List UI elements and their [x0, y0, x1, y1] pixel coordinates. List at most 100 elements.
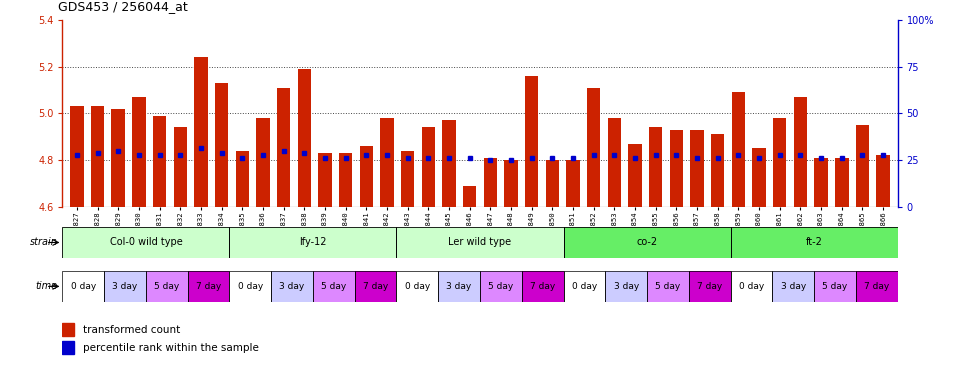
Bar	[608, 118, 621, 207]
Bar	[355, 271, 396, 302]
Bar	[772, 271, 814, 302]
Bar	[814, 271, 856, 302]
Text: 7 day: 7 day	[864, 282, 889, 291]
Text: 3 day: 3 day	[780, 282, 805, 291]
Bar	[132, 97, 146, 207]
Bar	[188, 271, 229, 302]
Text: percentile rank within the sample: percentile rank within the sample	[83, 343, 258, 352]
Bar	[229, 271, 272, 302]
Text: 5 day: 5 day	[322, 282, 347, 291]
Text: 7 day: 7 day	[697, 282, 722, 291]
Bar	[647, 271, 689, 302]
Bar	[647, 271, 689, 302]
Text: 0 day: 0 day	[71, 282, 96, 291]
Bar	[396, 227, 564, 258]
Bar	[690, 130, 704, 207]
Bar	[689, 271, 731, 302]
Bar	[229, 227, 396, 258]
Text: 7 day: 7 day	[196, 282, 221, 291]
Bar	[421, 127, 435, 207]
Bar	[731, 271, 772, 302]
Bar	[463, 186, 476, 207]
Bar	[522, 271, 564, 302]
Bar	[105, 271, 146, 302]
Bar	[111, 109, 125, 207]
Bar	[396, 271, 438, 302]
Bar	[313, 271, 355, 302]
Text: lfy-12: lfy-12	[300, 238, 326, 247]
Bar	[689, 271, 731, 302]
Bar	[711, 134, 725, 207]
Bar	[731, 271, 772, 302]
Bar	[276, 88, 290, 207]
Bar	[876, 156, 890, 207]
Text: 0 day: 0 day	[238, 282, 263, 291]
Bar	[814, 158, 828, 207]
Bar	[856, 271, 898, 302]
Bar	[105, 271, 146, 302]
Text: 3 day: 3 day	[112, 282, 137, 291]
Bar	[794, 97, 807, 207]
Text: 0 day: 0 day	[572, 282, 597, 291]
Text: Ler wild type: Ler wild type	[448, 238, 512, 247]
Bar	[856, 271, 898, 302]
Bar	[629, 144, 642, 207]
Bar	[753, 149, 766, 207]
Bar	[401, 151, 415, 207]
Text: 5 day: 5 day	[155, 282, 180, 291]
Bar	[62, 227, 229, 258]
Text: Col-0 wild type: Col-0 wild type	[109, 238, 182, 247]
Text: 5 day: 5 day	[656, 282, 681, 291]
Bar	[649, 127, 662, 207]
Bar	[188, 271, 229, 302]
Bar	[360, 146, 373, 207]
Bar	[62, 271, 105, 302]
Text: 3 day: 3 day	[446, 282, 471, 291]
Bar	[438, 271, 480, 302]
Bar	[318, 153, 331, 207]
Bar	[731, 227, 898, 258]
Bar	[313, 271, 355, 302]
Text: co-2: co-2	[636, 238, 658, 247]
Text: 3 day: 3 day	[613, 282, 638, 291]
Bar	[396, 271, 438, 302]
Text: 7 day: 7 day	[530, 282, 555, 291]
Bar	[525, 76, 539, 207]
Bar	[194, 57, 207, 207]
Bar	[355, 271, 396, 302]
Text: transformed count: transformed count	[83, 325, 180, 335]
Bar	[855, 125, 869, 207]
Text: GDS453 / 256044_at: GDS453 / 256044_at	[58, 0, 187, 13]
Bar	[504, 160, 517, 207]
Bar	[606, 271, 647, 302]
Bar	[256, 118, 270, 207]
Bar	[229, 227, 396, 258]
Bar	[564, 271, 606, 302]
Bar	[62, 341, 74, 354]
Bar	[146, 271, 188, 302]
Bar	[272, 271, 313, 302]
Bar	[396, 227, 564, 258]
Text: 5 day: 5 day	[489, 282, 514, 291]
Bar	[587, 88, 600, 207]
Bar	[153, 116, 166, 207]
Text: 3 day: 3 day	[279, 282, 304, 291]
Bar	[235, 151, 249, 207]
Text: 7 day: 7 day	[363, 282, 388, 291]
Bar	[731, 227, 898, 258]
Bar	[229, 271, 272, 302]
Bar	[146, 271, 188, 302]
Text: 5 day: 5 day	[823, 282, 848, 291]
Text: ft-2: ft-2	[805, 238, 823, 247]
Bar	[62, 227, 229, 258]
Bar	[380, 118, 394, 207]
Bar	[70, 107, 84, 207]
Bar	[564, 227, 731, 258]
Bar	[732, 93, 745, 207]
Bar	[564, 227, 731, 258]
Text: strain: strain	[30, 238, 58, 247]
Bar	[298, 69, 311, 207]
Bar	[272, 271, 313, 302]
Bar	[62, 271, 105, 302]
Bar	[522, 271, 564, 302]
